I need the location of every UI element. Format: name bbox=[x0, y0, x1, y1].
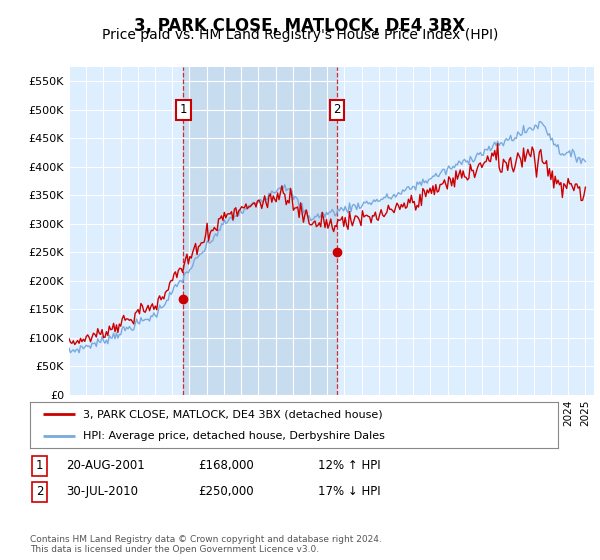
Text: 30-JUL-2010: 30-JUL-2010 bbox=[66, 485, 138, 498]
Text: 17% ↓ HPI: 17% ↓ HPI bbox=[318, 485, 380, 498]
Text: Price paid vs. HM Land Registry's House Price Index (HPI): Price paid vs. HM Land Registry's House … bbox=[102, 28, 498, 42]
Text: £250,000: £250,000 bbox=[198, 485, 254, 498]
Text: £168,000: £168,000 bbox=[198, 459, 254, 473]
Text: 3, PARK CLOSE, MATLOCK, DE4 3BX (detached house): 3, PARK CLOSE, MATLOCK, DE4 3BX (detache… bbox=[83, 409, 382, 419]
Text: 1: 1 bbox=[179, 104, 187, 116]
Text: Contains HM Land Registry data © Crown copyright and database right 2024.
This d: Contains HM Land Registry data © Crown c… bbox=[30, 535, 382, 554]
Bar bbox=[183, 67, 337, 395]
Text: 12% ↑ HPI: 12% ↑ HPI bbox=[318, 459, 380, 473]
Text: 3, PARK CLOSE, MATLOCK, DE4 3BX: 3, PARK CLOSE, MATLOCK, DE4 3BX bbox=[134, 17, 466, 35]
Text: HPI: Average price, detached house, Derbyshire Dales: HPI: Average price, detached house, Derb… bbox=[83, 431, 385, 441]
Text: 20-AUG-2001: 20-AUG-2001 bbox=[66, 459, 145, 473]
Text: 1: 1 bbox=[36, 459, 44, 473]
Text: 2: 2 bbox=[334, 104, 341, 116]
Text: 2: 2 bbox=[36, 485, 44, 498]
